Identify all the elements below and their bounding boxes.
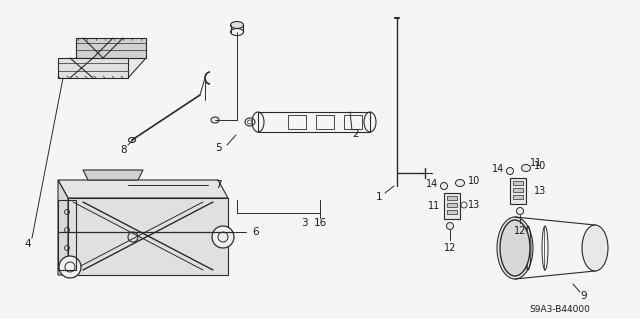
- Bar: [288, 115, 306, 129]
- Bar: [447, 210, 457, 214]
- Text: 5: 5: [216, 143, 222, 153]
- Ellipse shape: [500, 220, 530, 276]
- Bar: [513, 188, 523, 192]
- Text: 13: 13: [468, 200, 480, 210]
- Polygon shape: [58, 180, 228, 198]
- Polygon shape: [83, 170, 143, 180]
- Text: 1: 1: [376, 192, 382, 202]
- Text: 6: 6: [253, 227, 259, 237]
- Ellipse shape: [506, 167, 513, 174]
- Bar: [513, 195, 523, 199]
- Ellipse shape: [516, 207, 524, 214]
- Text: 11: 11: [428, 201, 440, 211]
- Text: 3: 3: [301, 218, 307, 228]
- Bar: [344, 115, 362, 129]
- Text: 11: 11: [530, 158, 542, 168]
- Bar: [444, 193, 460, 219]
- Bar: [513, 181, 523, 185]
- Polygon shape: [58, 180, 68, 275]
- Polygon shape: [58, 58, 128, 78]
- Ellipse shape: [582, 225, 608, 271]
- Bar: [258, 112, 370, 132]
- Ellipse shape: [230, 21, 243, 28]
- Bar: [447, 203, 457, 207]
- Ellipse shape: [212, 226, 234, 248]
- Text: 10: 10: [534, 161, 546, 171]
- Text: 2: 2: [353, 129, 359, 139]
- Text: 14: 14: [492, 164, 504, 174]
- Text: 8: 8: [121, 145, 127, 155]
- Ellipse shape: [522, 165, 531, 172]
- Ellipse shape: [447, 222, 454, 229]
- Text: 4: 4: [25, 239, 31, 249]
- Text: 12: 12: [444, 243, 456, 253]
- Polygon shape: [76, 38, 146, 58]
- Ellipse shape: [456, 180, 465, 187]
- Polygon shape: [58, 58, 146, 78]
- Text: 13: 13: [534, 186, 546, 196]
- Ellipse shape: [59, 256, 81, 278]
- Bar: [510, 178, 526, 204]
- Bar: [447, 196, 457, 200]
- Polygon shape: [68, 198, 228, 275]
- Text: S9A3-B44000: S9A3-B44000: [529, 306, 591, 315]
- Text: 9: 9: [580, 291, 588, 301]
- Text: 16: 16: [314, 218, 326, 228]
- Ellipse shape: [440, 182, 447, 189]
- Bar: [316, 115, 334, 129]
- Text: 14: 14: [426, 179, 438, 189]
- Text: 12: 12: [514, 226, 526, 236]
- Text: 7: 7: [214, 180, 221, 190]
- Bar: [58, 200, 76, 270]
- Text: 10: 10: [468, 176, 480, 186]
- Ellipse shape: [497, 217, 533, 279]
